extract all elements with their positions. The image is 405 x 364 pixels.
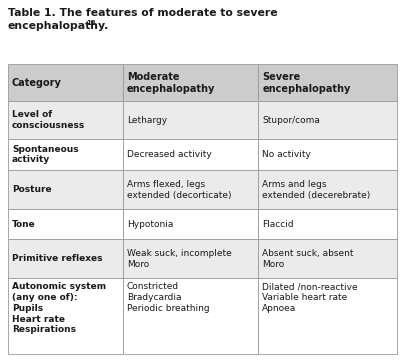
Text: Flaccid: Flaccid [262,220,294,229]
Bar [123,64,258,101]
Bar [258,239,397,278]
Bar [258,210,397,239]
Text: 12: 12 [86,20,96,25]
Text: Decreased activity: Decreased activity [127,150,211,159]
Text: Spontaneous
activity: Spontaneous activity [12,145,79,164]
Text: Lethargy: Lethargy [127,115,167,124]
Text: Table 1. The features of moderate to severe: Table 1. The features of moderate to sev… [8,8,277,18]
Bar [258,170,397,210]
Text: Dilated /non-reactive
Variable heart rate
Apnoea: Dilated /non-reactive Variable heart rat… [262,282,358,313]
Text: Hypotonia: Hypotonia [127,220,173,229]
Text: Posture: Posture [12,185,51,194]
Text: Constricted
Bradycardia
Periodic breathing: Constricted Bradycardia Periodic breathi… [127,282,209,313]
Bar [123,101,258,139]
Bar [8,278,123,354]
Bar [8,139,123,170]
Text: Weak suck, incomplete
Moro: Weak suck, incomplete Moro [127,249,232,269]
Text: Primitive reflexes: Primitive reflexes [12,254,102,263]
Bar [123,170,258,210]
Bar [123,139,258,170]
Text: Absent suck, absent
Moro: Absent suck, absent Moro [262,249,354,269]
Text: Severe
encephalopathy: Severe encephalopathy [262,72,350,94]
Bar [8,64,123,101]
Bar [8,239,123,278]
Bar [8,210,123,239]
Text: Moderate
encephalopathy: Moderate encephalopathy [127,72,215,94]
Bar [123,210,258,239]
Bar [123,278,258,354]
Text: No activity: No activity [262,150,311,159]
Bar [258,139,397,170]
Text: Autonomic system
(any one of):
Pupils
Heart rate
Respirations: Autonomic system (any one of): Pupils He… [12,282,106,334]
Text: encephalopathy.: encephalopathy. [8,21,109,31]
Bar [258,64,397,101]
Bar [8,101,123,139]
Text: Category: Category [12,78,62,88]
Text: Tone: Tone [12,220,36,229]
Bar [258,101,397,139]
Bar [258,278,397,354]
Text: Stupor/coma: Stupor/coma [262,115,320,124]
Bar [8,170,123,210]
Text: Level of
consciousness: Level of consciousness [12,110,85,130]
Text: Arms flexed, legs
extended (decorticate): Arms flexed, legs extended (decorticate) [127,180,231,200]
Bar [123,239,258,278]
Text: Arms and legs
extended (decerebrate): Arms and legs extended (decerebrate) [262,180,371,200]
